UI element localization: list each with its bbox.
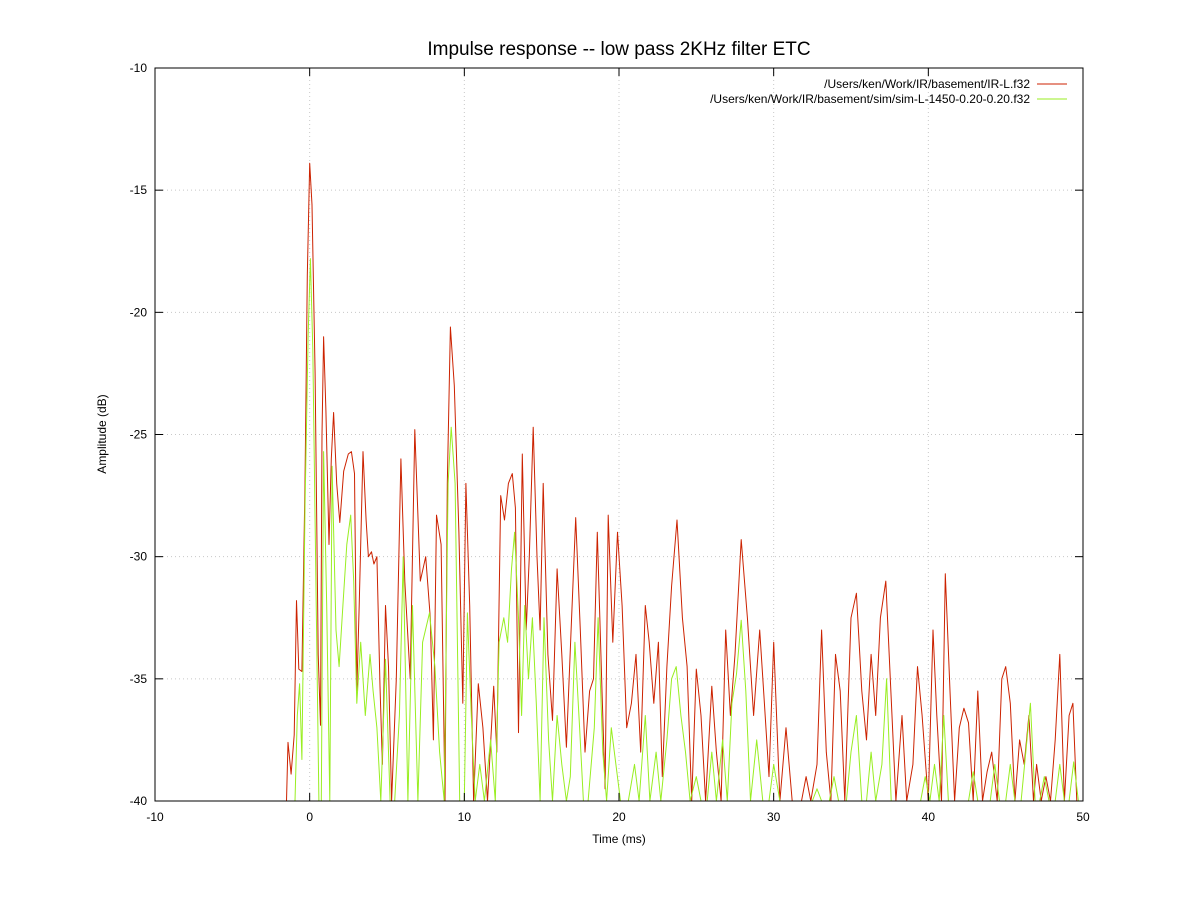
y-tick-label: -30 (130, 550, 148, 564)
y-tick-label: -25 (130, 428, 148, 442)
legend-label-2: /Users/ken/Work/IR/basement/sim/sim-L-14… (710, 92, 1030, 106)
y-tick-label: -15 (130, 183, 148, 197)
x-tick-label: 0 (306, 810, 313, 824)
y-tick-label: -40 (130, 794, 148, 808)
series-line-2 (294, 258, 1079, 802)
chart-title: Impulse response -- low pass 2KHz filter… (427, 39, 810, 60)
x-tick-label: -10 (146, 810, 164, 824)
y-tick-label: -10 (130, 61, 148, 75)
x-tick-label: 30 (767, 810, 781, 824)
x-tick-label: 10 (458, 810, 472, 824)
y-tick-label: -20 (130, 305, 148, 319)
series-line-1 (286, 162, 1078, 802)
x-tick-label: 40 (922, 810, 936, 824)
legend: /Users/ken/Work/IR/basement/IR-L.f32/Use… (710, 77, 1067, 106)
x-tick-label: 20 (612, 810, 626, 824)
x-tick-label: 50 (1076, 810, 1090, 824)
y-axis-label: Amplitude (dB) (95, 394, 109, 473)
axes: -10 0 10 20 30 40 50 -40 -35 -30 -25 -20 -15 -10 (130, 61, 1090, 824)
series-layer (286, 162, 1079, 802)
legend-label-1: /Users/ken/Work/IR/basement/IR-L.f32 (824, 77, 1030, 91)
y-tick-label: -35 (130, 672, 148, 686)
x-axis-label: Time (ms) (592, 832, 646, 846)
